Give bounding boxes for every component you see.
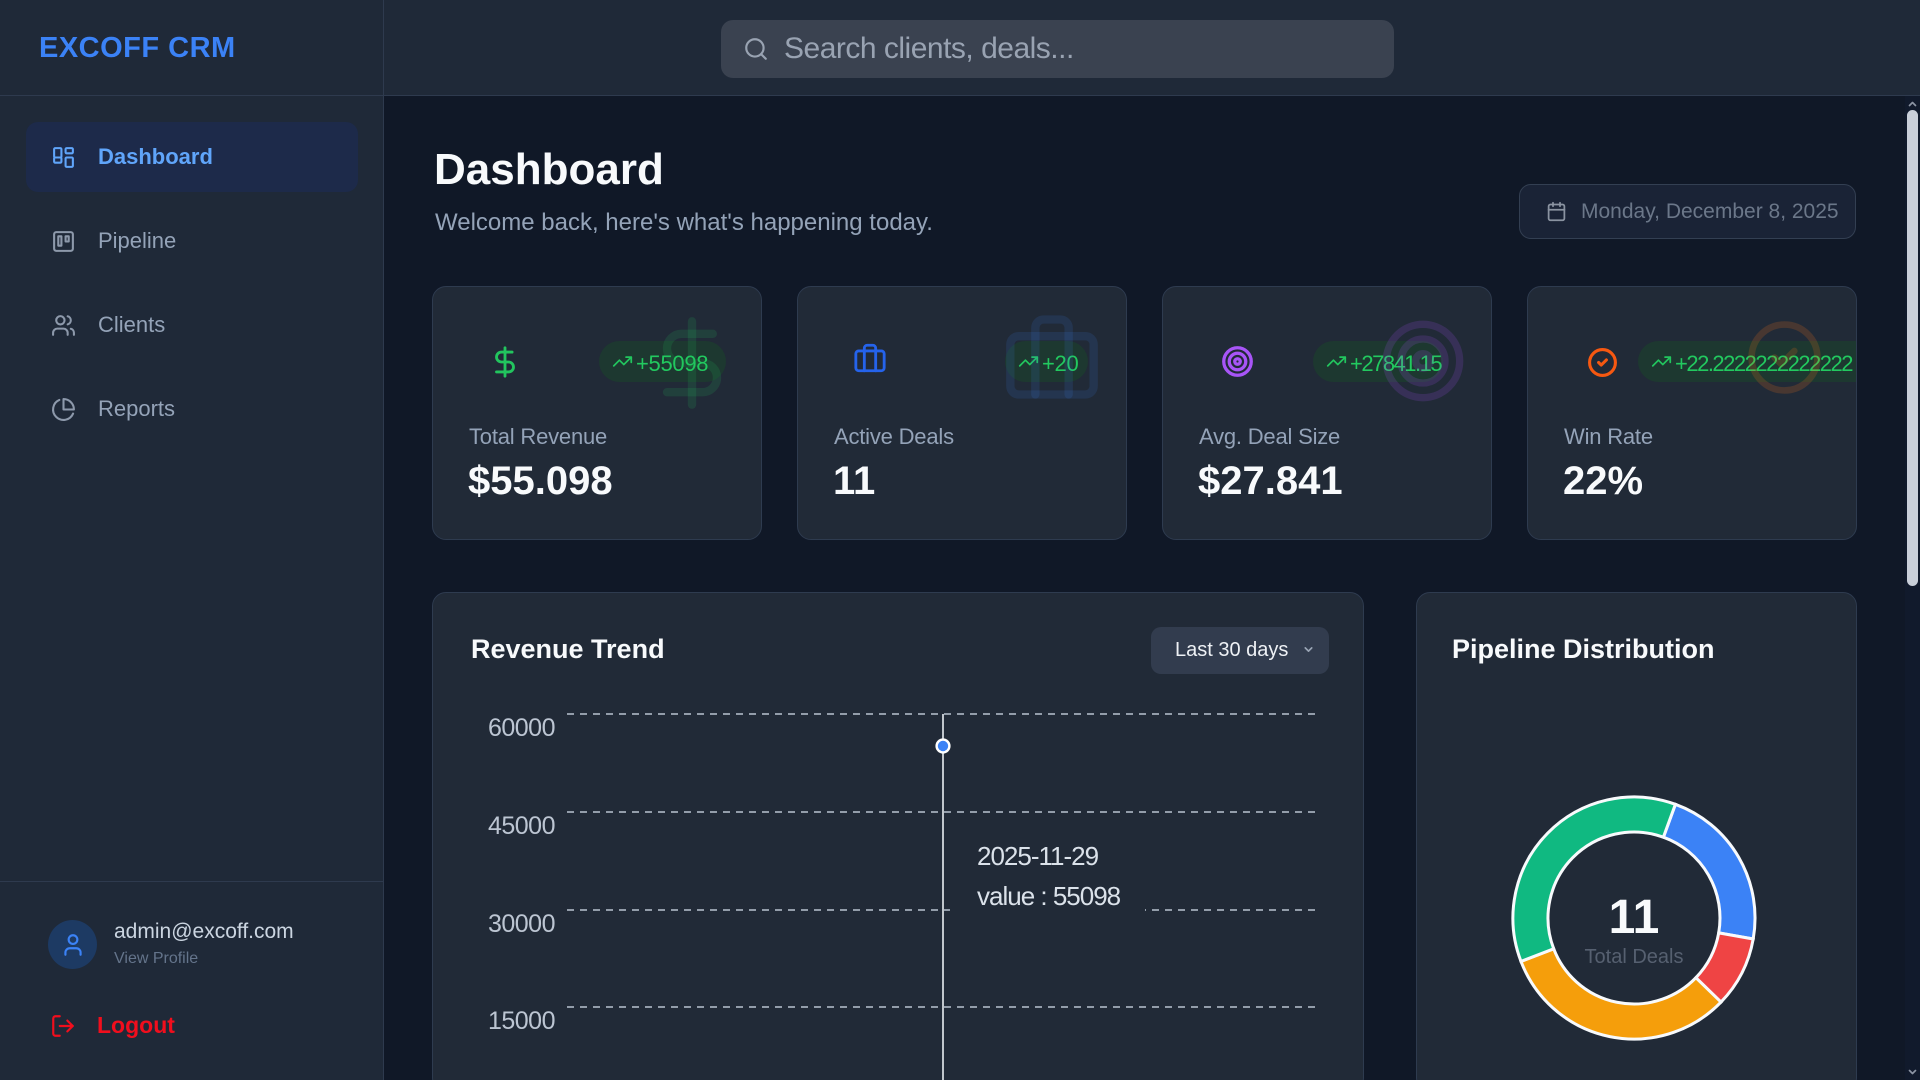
svg-text:15000: 15000 (488, 1007, 555, 1035)
svg-text:2025-11-29: 2025-11-29 (977, 841, 1099, 871)
svg-text:45000: 45000 (488, 812, 555, 840)
svg-text:value : 55098: value : 55098 (977, 881, 1121, 911)
svg-text:30000: 30000 (488, 910, 555, 938)
svg-text:60000: 60000 (488, 714, 555, 742)
